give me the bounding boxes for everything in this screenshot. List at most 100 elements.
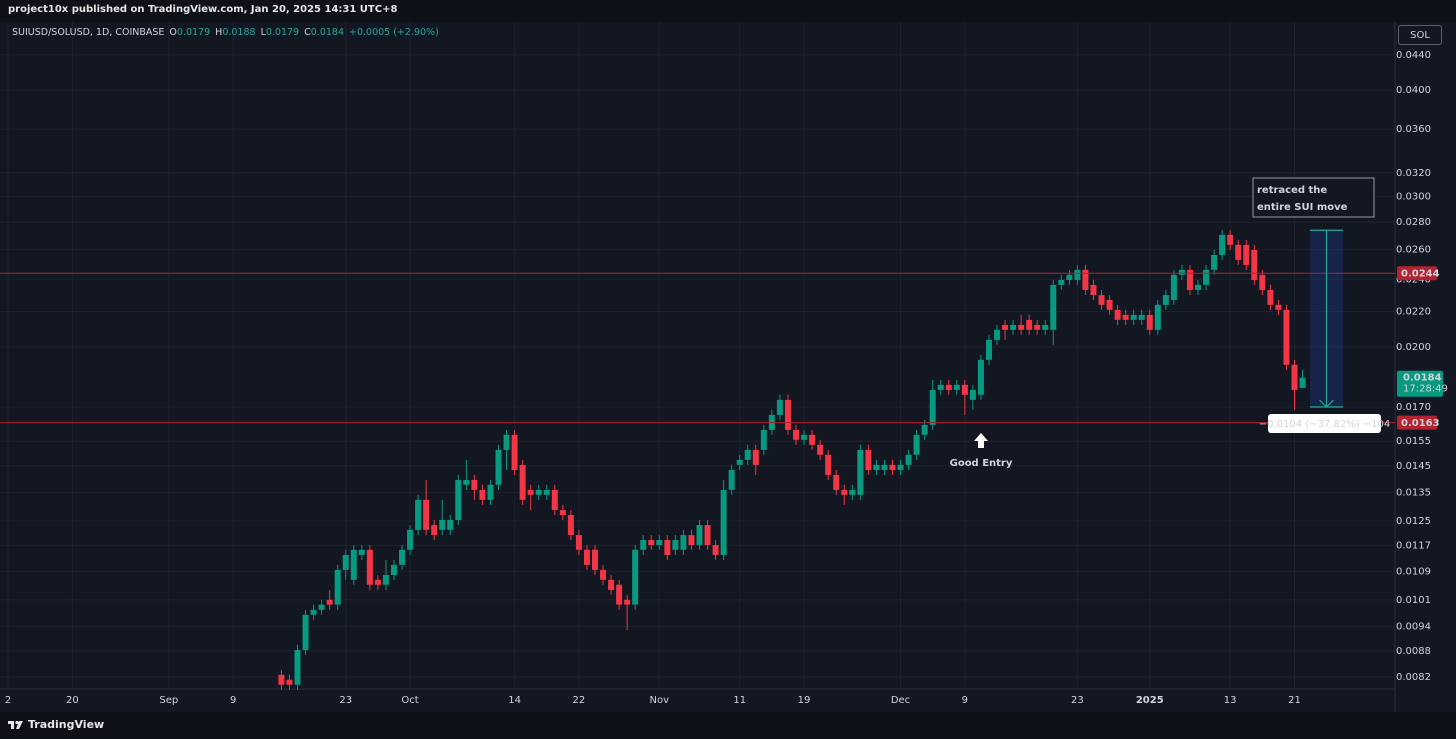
candle-body [294,650,301,685]
ohlc-value: 0.0179 [176,27,211,38]
candle-body [559,510,566,515]
candle-body [415,499,422,530]
candle-body [1186,269,1193,290]
candle-body [374,579,381,585]
candle-body [1122,314,1129,320]
x-tick-label: Dec [891,695,910,706]
price-label-box [1397,266,1437,281]
ohlc-key: H [215,27,223,38]
candle-body [326,599,333,605]
entry-arrow [974,433,988,448]
annotation-box [1252,177,1375,218]
candle-body [913,434,920,455]
candle-body [1227,234,1234,245]
scale-button[interactable]: SOL [1398,25,1442,45]
ohlc-value: 0.0184 [310,27,344,38]
y-tick-label: 0.0117 [1396,540,1431,551]
candle-body [1275,304,1282,310]
plot: −0.0104 (−37.82%) −104 retraced the entire… [0,177,1395,690]
candle-body [1154,304,1161,330]
x-tick-label: Oct [401,695,418,706]
y-tick-label: 0.0101 [1396,595,1431,606]
x-tick-label: 9 [230,695,236,706]
candle-body [1259,274,1266,290]
candle-body [1211,254,1218,270]
x-tick-label: 11 [733,695,746,706]
candle-body [760,429,767,450]
x-tick-label: 22 [573,695,586,706]
candle-body [736,459,743,465]
y-tick-label: 0.0088 [1396,646,1431,657]
candle-body [567,514,574,536]
candle-body [1219,234,1226,255]
candle-body [366,549,373,585]
candle-body [551,489,558,511]
measure-label: −0.0104 (−37.82%) −104 [1259,419,1391,430]
symbol: SUIUSD/SOLUSD, 1D, COINBASE [12,27,165,38]
candle-body [881,464,888,471]
candle-body [953,384,960,390]
x-tick-label: 21 [1288,695,1301,706]
candle-body [1058,279,1065,285]
candle-body [937,384,944,390]
candle-body [1170,274,1177,300]
candle-body [503,434,510,450]
x-tick-label: 2 [5,695,11,706]
measure-arrowhead [1319,399,1334,408]
y-tick-label: 0.0220 [1396,307,1431,318]
candle-body [849,489,856,495]
tradingview-logo [8,720,23,729]
candle-body [390,564,397,576]
y-tick-label: 0.0320 [1396,168,1431,179]
candle-body [1291,364,1298,390]
ohlc-key: O [169,27,177,38]
candle-body [776,399,783,415]
candle-body [535,489,542,495]
candle-body [1283,309,1290,365]
candle-body [1098,295,1105,305]
candle-body [439,519,446,530]
price-label-box [1397,415,1437,430]
candle-body [1034,324,1041,330]
candle-body [431,525,438,536]
candle-body [784,399,791,430]
candle-body [334,569,341,605]
candle-body [511,434,518,471]
y-tick-label: 0.0170 [1396,402,1431,413]
candle-body [1042,324,1049,330]
candle-body [897,464,904,471]
change: +0.0005 (+2.90%) [349,27,439,38]
candle-body [575,535,582,550]
candle-body [977,359,984,395]
candle-body [1299,377,1306,388]
candle-body [688,535,695,546]
header-bar [0,0,1456,22]
candle-body [358,549,365,555]
countdown: 17:28:49 [1403,384,1448,395]
candle-body [969,389,976,400]
candle-body [600,569,607,580]
y-tick-label: 0.0155 [1396,436,1431,447]
candle-body [1138,314,1145,320]
candle-body [471,479,478,490]
y-tick-label: 0.0200 [1396,342,1431,353]
candle-body [1114,309,1121,320]
candle-body [873,464,880,471]
candle-body [752,449,759,465]
candle-body [278,674,285,685]
annotation-text: Good Entry [950,458,1013,469]
annotation-text: entire SUI move [1257,202,1348,213]
candle-body [399,549,406,565]
candle-body [961,384,968,395]
candle-body [407,529,414,550]
ohlc-value: 0.0188 [222,27,256,38]
y-tick-label: 0.0300 [1396,192,1431,203]
annotation-text: retraced the [1257,185,1327,196]
candle-body [817,444,824,455]
candle-body [680,535,687,550]
candle-body [929,389,936,425]
candle-body [640,540,647,550]
candle-body [318,604,325,610]
x-tick-label: Nov [650,695,670,706]
